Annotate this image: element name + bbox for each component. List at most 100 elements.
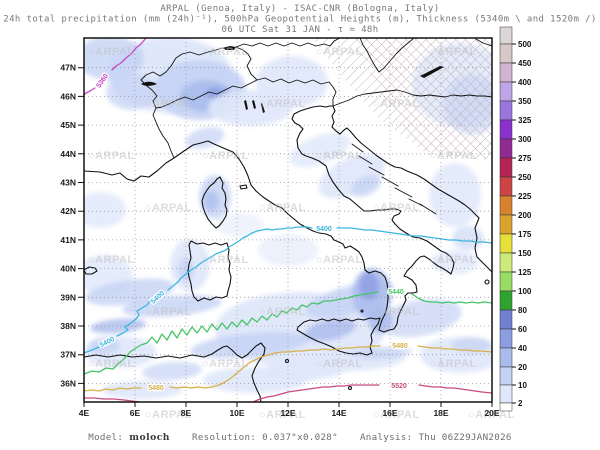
colorbar-segment [499,384,513,404]
colorbar-segment [499,271,513,292]
cbar-label: 10 [518,381,527,390]
cbar-label: 40 [518,344,527,353]
malta-island [347,385,353,391]
title-line-2: 24h total precipitation (mm (24h)⁻¹), 50… [3,15,596,25]
north-africa-coast [84,342,266,402]
colorbar-segment [499,309,513,330]
contour-label-5480-a: 5480 [148,385,164,392]
y-tick-47n: 47N [60,63,76,73]
map-content: 5360 5400 5400 5400 5440 5480 5480 5520 [84,38,492,402]
model-value: moloch [129,432,170,443]
cbar-label: 250 [518,173,532,182]
colorbar-segment [499,328,513,349]
colorbar-segment [499,195,513,216]
y-tick-43n: 43N [60,178,76,188]
corfu-island [484,279,490,285]
colorbar-segment [499,62,513,83]
contour-5440 [84,291,492,375]
y-tick-42n: 42N [60,206,76,216]
x-axis: 4E 6E 8E 10E 12E 14E 16E 18E 20E [79,402,500,418]
precipitation-colorbar: 500 450 400 350 325 300 275 250 225 200 … [499,26,532,412]
footer: Model: moloch Resolution: 0.037°x0.028° Anal… [88,432,512,443]
y-tick-38n: 38N [60,321,76,331]
lake-geneva [141,81,157,86]
cbar-label: 60 [518,325,527,334]
colorbar-labels: 500 450 400 350 325 300 275 250 225 200 … [518,40,532,408]
colorbar-segments [499,26,513,412]
x-tick-4e: 4E [79,408,90,418]
contour-label-5440: 5440 [388,289,404,296]
x-tick-14e: 14E [331,408,346,418]
resolution-label: Resolution: [192,432,256,443]
y-tick-44n: 44N [60,149,76,159]
colorbar-segment [499,176,513,197]
cbar-label: 450 [518,59,532,68]
header: ARPAL (Genoa, Italy) - ISAC-CNR (Bologna… [3,4,596,35]
north-italy-lakes [244,100,265,113]
colorbar-segment [499,119,513,140]
contour-5520 [84,384,492,402]
colorbar-segment [499,233,513,254]
corsica-coast [201,176,228,229]
colorbar-segment [499,100,513,121]
y-axis: 47N 46N 45N 44N 43N 42N 41N 40N 39N 38N … [60,63,84,388]
cbar-label: 175 [518,230,532,239]
colorbar-segment [499,366,513,386]
contour-label-5520: 5520 [391,383,407,390]
model-label: Model: [88,432,123,443]
title-line-3: 06 UTC Sat 31 JAN - τ = 48h [221,25,378,35]
cbar-label: 300 [518,135,532,144]
aeolian-island [360,309,364,313]
cbar-label: 325 [518,116,532,125]
colorbar-segment [499,214,513,235]
sardinia-coast [187,240,232,302]
cbar-label: 80 [518,306,527,315]
analysis-label: Analysis: [360,432,412,443]
resolution-value: 0.037°x0.028° [262,432,338,443]
cbar-label: 2 [518,399,523,408]
cbar-label: 400 [518,78,532,87]
contour-label-5480-b: 5480 [392,343,408,350]
footer-line: Model: moloch Resolution: 0.037°x0.028° Anal… [88,432,512,443]
y-tick-40n: 40N [60,264,76,274]
y-tick-36n: 36N [60,378,76,388]
cbar-label: 150 [518,249,532,258]
contour-5480 [84,345,492,392]
x-tick-18e: 18E [433,408,448,418]
colorbar-segment [499,26,513,45]
colorbar-segment [499,290,513,311]
cbar-label: 350 [518,97,532,106]
title-line-1: ARPAL (Genoa, Italy) - ISAC-CNR (Bologna… [160,4,439,14]
pantelleria-island [284,358,290,364]
y-tick-39n: 39N [60,292,76,302]
x-tick-10e: 10E [229,408,244,418]
watermarks-outside [145,409,515,421]
colorbar-segment [499,402,513,412]
cbar-label: 225 [518,192,532,201]
contour-5400 [84,226,492,354]
x-tick-8e: 8E [181,408,192,418]
colorbar-segment [499,347,513,368]
colorbar-segment [499,252,513,273]
lake-balaton [420,66,444,78]
cbar-label: 125 [518,268,532,277]
sicily-coast [296,317,381,356]
y-tick-37n: 37N [60,350,76,360]
croatian-islands [351,143,437,215]
colorbar-ticks [512,43,516,404]
cbar-label: 20 [518,363,527,372]
cbar-label: 200 [518,211,532,220]
colorbar-segment [499,81,513,102]
alpine-borders [140,38,492,159]
x-tick-20e: 20E [484,408,499,418]
cbar-label: 275 [518,154,532,163]
colorbar-segment [499,138,513,159]
cbar-label: 500 [518,40,532,49]
colorbar-segment [499,43,513,64]
y-tick-41n: 41N [60,235,76,245]
small-islands [84,184,248,275]
analysis-value: Thu 06Z29JAN2026 [418,432,511,443]
colorbar-segment [499,157,513,178]
contour-label-5400-c: 5400 [316,226,332,233]
